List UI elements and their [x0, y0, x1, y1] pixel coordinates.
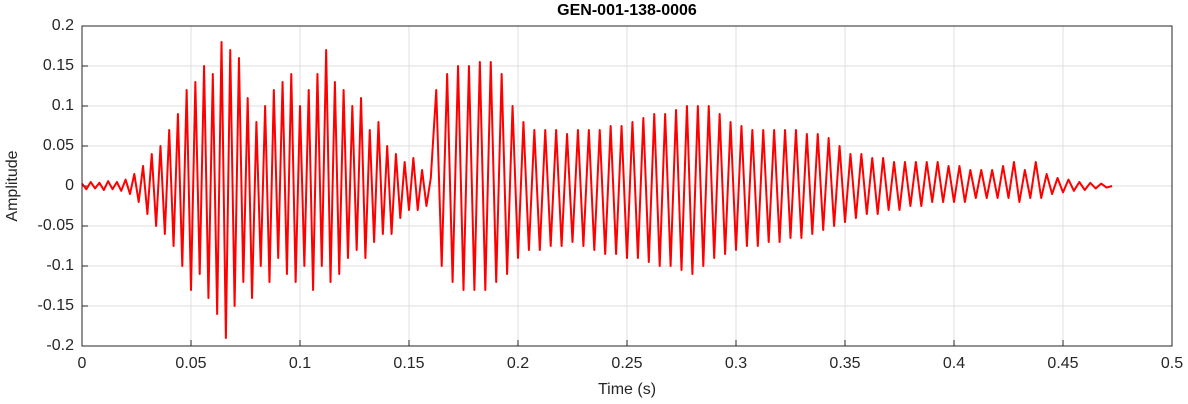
- y-tick-label: 0.05: [43, 137, 74, 154]
- y-tick-label: 0.15: [43, 57, 74, 74]
- x-tick-label: 0.5: [1161, 355, 1183, 372]
- x-tick-label: 0.05: [175, 355, 206, 372]
- y-tick-label: -0.05: [38, 217, 75, 234]
- y-tick-label: -0.15: [38, 297, 75, 314]
- x-axis-label: Time (s): [598, 381, 656, 398]
- y-tick-label: -0.2: [46, 337, 74, 354]
- x-tick-label: 0.35: [829, 355, 860, 372]
- y-tick-label: 0.2: [52, 17, 74, 34]
- y-tick-label: -0.1: [46, 257, 74, 274]
- x-tick-label: 0.3: [725, 355, 747, 372]
- plot-frame: [81, 25, 1173, 347]
- x-tick-label: 0.4: [943, 355, 965, 372]
- x-tick-label: 0.45: [1047, 355, 1078, 372]
- x-tick-label: 0: [78, 355, 87, 372]
- x-tick-label: 0.1: [289, 355, 311, 372]
- x-tick-label: 0.25: [611, 355, 642, 372]
- x-tick-label: 0.2: [507, 355, 529, 372]
- waveform-line: [81, 41, 1113, 339]
- y-tick-label: 0: [65, 177, 74, 194]
- chart-title: GEN-001-138-0006: [557, 2, 697, 19]
- y-axis-label: Amplitude: [4, 150, 21, 221]
- x-tick-label: 0.15: [393, 355, 424, 372]
- y-tick-label: 0.1: [52, 97, 74, 114]
